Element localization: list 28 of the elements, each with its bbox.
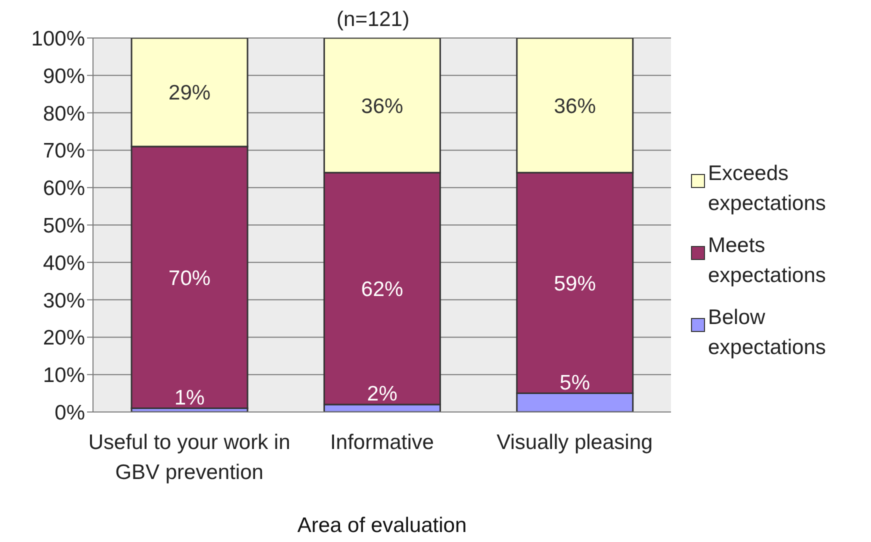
x-tick-label: Informative bbox=[330, 430, 434, 454]
data-label: 59% bbox=[554, 272, 596, 296]
y-tick-label: 70% bbox=[42, 140, 85, 163]
data-label: 36% bbox=[554, 94, 596, 118]
y-tick-label: 60% bbox=[42, 177, 85, 200]
legend-label: Meets expectations bbox=[708, 233, 827, 289]
data-label: 36% bbox=[361, 94, 404, 118]
data-label: 1% bbox=[174, 386, 205, 410]
legend-label: Exceeds expectations bbox=[708, 161, 827, 217]
y-tick-label: 80% bbox=[42, 102, 85, 126]
data-label: 2% bbox=[367, 382, 398, 406]
x-axis-title: Area of evaluation bbox=[297, 514, 467, 537]
y-tick-label: 40% bbox=[42, 252, 85, 275]
y-tick-label: 50% bbox=[42, 214, 85, 238]
data-label: 5% bbox=[560, 371, 590, 394]
y-tick-label: 0% bbox=[54, 401, 85, 424]
y-tick-label: 20% bbox=[42, 326, 85, 350]
x-tick-label: Useful to your work in GBV prevention bbox=[88, 430, 290, 484]
x-tick-label: Visually pleasing bbox=[496, 430, 653, 454]
y-tick-label: 100% bbox=[31, 27, 85, 50]
y-tick-label: 10% bbox=[42, 364, 85, 388]
data-label: 70% bbox=[168, 266, 211, 290]
data-label: 62% bbox=[361, 278, 404, 302]
y-tick-label: 90% bbox=[42, 64, 85, 88]
chart-subtitle: (n=121) bbox=[336, 8, 410, 32]
data-label: 29% bbox=[168, 82, 211, 105]
legend-label: Below expectations bbox=[708, 305, 827, 361]
y-tick-label: 30% bbox=[42, 289, 85, 312]
